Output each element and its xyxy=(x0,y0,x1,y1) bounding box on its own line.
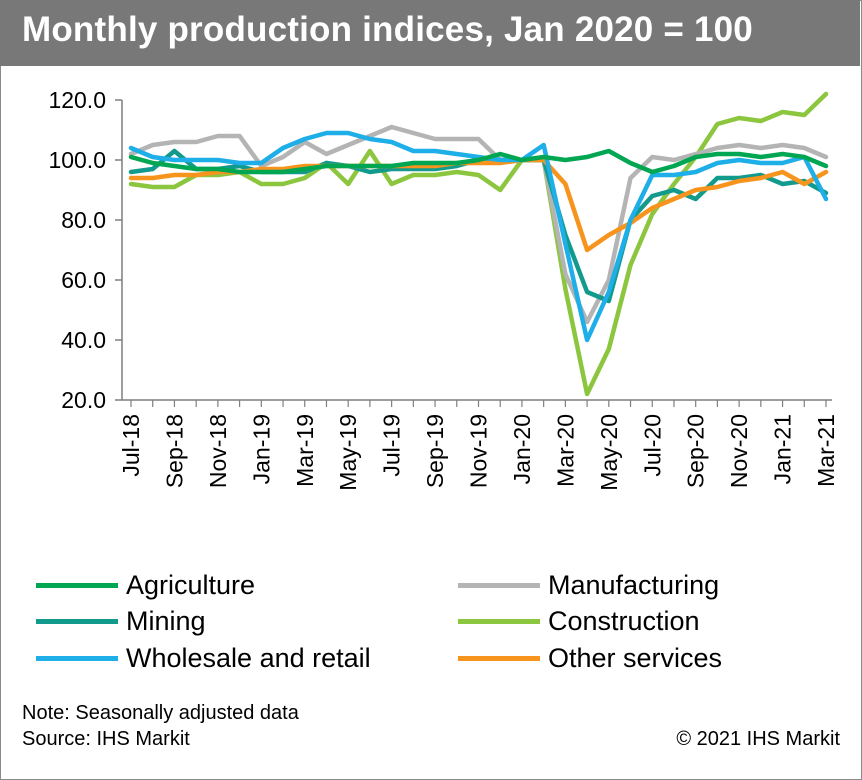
x-tick-label: Jul-18 xyxy=(118,414,144,477)
footer-source: Source: IHS Markit xyxy=(22,728,190,750)
legend-item-mining: Mining xyxy=(36,604,206,638)
x-tick-label: Jul-19 xyxy=(379,414,405,477)
y-tick-label: 40.0 xyxy=(61,327,106,353)
x-tick-label: Jul-20 xyxy=(639,414,665,477)
legend-item-manufacturing: Manufacturing xyxy=(458,568,719,602)
series-line-construction xyxy=(128,91,829,397)
legend-item-other-services: Other services xyxy=(458,641,722,675)
x-tick-label: Mar-20 xyxy=(552,414,578,487)
x-tick-label: Jan-20 xyxy=(509,414,535,484)
legend-swatch-other-services xyxy=(458,655,540,661)
footer-note: Note: Seasonally adjusted data xyxy=(22,702,299,724)
y-tick-label: 20.0 xyxy=(61,387,106,413)
legend-label-mining: Mining xyxy=(126,605,206,636)
x-tick-label: Jan-19 xyxy=(248,414,274,484)
series-line-manufacturing xyxy=(128,124,829,325)
x-tick-label: Nov-19 xyxy=(466,414,492,488)
x-tick-label: Sep-18 xyxy=(161,414,187,488)
legend-label-construction: Construction xyxy=(548,605,700,636)
line-chart: 20.0 40.0 60.0 80.0 100.0 120.0 Jul-18 Sep-18 N… xyxy=(48,87,839,491)
legend-label-manufacturing: Manufacturing xyxy=(548,569,720,600)
y-tick-label: 100.0 xyxy=(48,147,106,173)
y-tick-label: 120.0 xyxy=(48,87,106,113)
x-tick-label: Sep-19 xyxy=(422,414,448,488)
legend-label-wholesale-and-retail: Wholesale and retail xyxy=(126,642,371,673)
legend-swatch-manufacturing xyxy=(458,582,540,588)
x-tick-label: Nov-18 xyxy=(205,414,231,488)
y-tick-label: 80.0 xyxy=(61,207,106,233)
legend-swatch-wholesale-and-retail xyxy=(36,655,118,661)
x-tick-label: Mar-19 xyxy=(292,414,318,487)
series-line-agriculture xyxy=(128,148,829,175)
x-tick-label: Sep-20 xyxy=(683,414,709,488)
x-tick-label: May-19 xyxy=(335,414,361,491)
x-tick-label: Nov-20 xyxy=(726,414,752,488)
legend-item-construction: Construction xyxy=(458,604,700,638)
series-lines xyxy=(128,91,829,397)
legend-label-other-services: Other services xyxy=(548,642,723,673)
title-bar: Monthly production indices, Jan 2020 = 1… xyxy=(0,0,860,66)
footer-copyright: © 2021 IHS Markit xyxy=(676,728,840,750)
legend-swatch-mining xyxy=(36,618,118,624)
chart-title: Monthly production indices, Jan 2020 = 1… xyxy=(22,10,753,49)
legend-item-wholesale-and-retail: Wholesale and retail xyxy=(36,641,371,675)
y-tick-label: 60.0 xyxy=(61,267,106,293)
chart-axes xyxy=(115,99,832,407)
legend-swatch-construction xyxy=(458,618,540,624)
x-tick-label: Jan-21 xyxy=(770,414,796,484)
x-tick-labels: Jul-18 Sep-18 Nov-18 Jan-19 Mar-19 May-19 Jul-… xyxy=(118,414,839,491)
x-tick-label: May-20 xyxy=(596,414,622,491)
y-tick-labels: 20.0 40.0 60.0 80.0 100.0 120.0 xyxy=(48,87,106,413)
legend-label-agriculture: Agriculture xyxy=(126,569,256,600)
x-tick-label: Mar-21 xyxy=(813,414,839,487)
legend-item-agriculture: Agriculture xyxy=(36,568,255,602)
series-line-wholesale-and-retail xyxy=(128,130,829,343)
legend-swatch-agriculture xyxy=(36,582,118,588)
